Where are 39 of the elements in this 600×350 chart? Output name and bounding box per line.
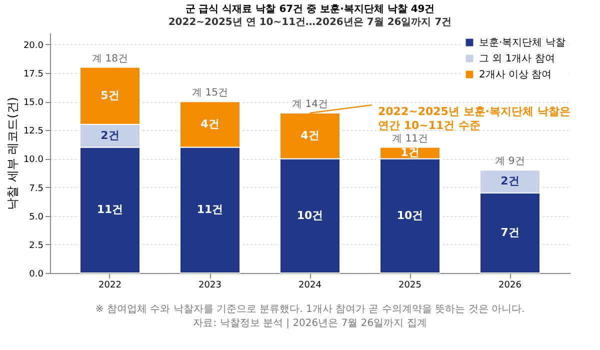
total-label: 계 11건 bbox=[392, 133, 428, 144]
chart-title: 군 급식 식재료 낙찰 67건 중 보훈·복지단체 낙찰 49건 bbox=[185, 4, 435, 15]
y-tick-label: 0.0 bbox=[29, 270, 44, 280]
x-tick-label: 2026 bbox=[498, 280, 522, 290]
y-tick-label: 20.0 bbox=[23, 40, 44, 51]
data-label: 10건 bbox=[296, 208, 324, 222]
data-label: 7건 bbox=[500, 226, 520, 239]
x-tick-label: 2025 bbox=[398, 280, 422, 290]
data-label: 5건 bbox=[100, 88, 120, 102]
data-label: 11건 bbox=[196, 203, 224, 216]
y-tick-label: 15.0 bbox=[23, 98, 44, 108]
x-tick-label: 2023 bbox=[198, 280, 222, 290]
y-tick-label: 10.0 bbox=[23, 155, 44, 166]
y-tick-label: 17.5 bbox=[23, 70, 44, 80]
data-label: 1건 bbox=[400, 146, 420, 159]
text: 자료: 낙찰정보 분석 | 2026년은 7월 26일까지 집계 bbox=[193, 318, 427, 329]
x-tick-label: 2022 bbox=[98, 280, 122, 290]
data-label: 4건 bbox=[200, 117, 220, 130]
total-label: 계 18건 bbox=[92, 53, 128, 64]
y-tick-label: 7.5 bbox=[29, 184, 44, 194]
y-tick-label: 12.5 bbox=[23, 126, 44, 137]
total-label: 계 14건 bbox=[292, 99, 328, 110]
total-label: 계 15건 bbox=[192, 88, 228, 99]
y-tick-label: 5.0 bbox=[29, 212, 44, 222]
y-axis-title: 낙찰 세부 레코드(건) bbox=[5, 97, 20, 210]
data-label: 10건 bbox=[396, 208, 424, 222]
data-label: 2건 bbox=[100, 128, 120, 142]
chart-subtitle: 2022~2025년 연 10~11건…2026년은 7월 26일까지 7건 bbox=[168, 17, 452, 28]
legend-label: 그 외 1개사 참여 bbox=[479, 54, 555, 64]
x-tick-label: 2024 bbox=[298, 280, 322, 290]
y-tick-label: 2.5 bbox=[29, 240, 44, 251]
total-label: 계 9건 bbox=[495, 156, 525, 168]
legend-label: 2개사 이상 참여 bbox=[479, 70, 552, 80]
text: ※ 참여업체 수와 낙찰자를 기준으로 분류했다. 1개사 참여가 곧 수의계약을 뜻하는 것은 아니다. bbox=[95, 304, 525, 315]
data-label: 4건 bbox=[300, 128, 320, 142]
data-label: 2건 bbox=[500, 174, 520, 188]
annotation: 2022~2025년 보훈·복지단체 낙찰은 연간 10~11건 수준 bbox=[378, 105, 570, 132]
legend-label: 보훈·복지단체 낙찰 bbox=[479, 38, 566, 48]
data-label: 11건 bbox=[96, 203, 124, 216]
